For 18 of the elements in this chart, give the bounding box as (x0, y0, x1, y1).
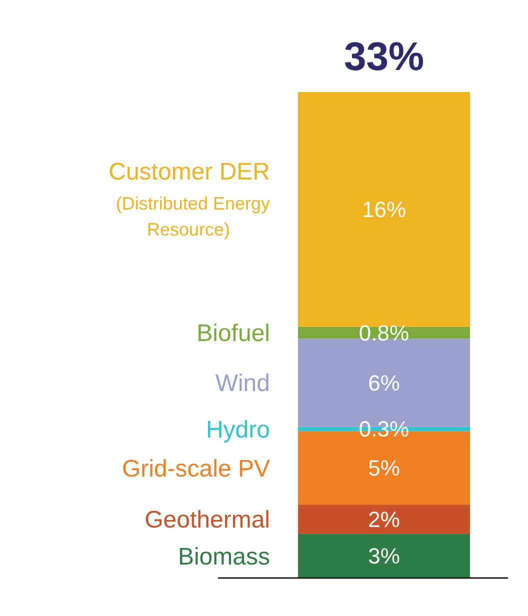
series-label: Hydro (206, 416, 270, 444)
series-label: Grid-scale PV (122, 455, 270, 482)
data-label: 3% (368, 544, 400, 569)
data-label: 16% (362, 197, 406, 222)
data-label: 0.8% (358, 320, 410, 346)
series-label: Geothermal (144, 506, 270, 534)
series-label: Biomass (178, 543, 270, 570)
data-label: 5% (368, 456, 400, 481)
bar (298, 534, 470, 578)
data-label: 6% (368, 370, 400, 396)
data-label: 0.3% (358, 416, 410, 442)
data-label: 2% (368, 506, 400, 532)
series-label: Wind (215, 370, 270, 398)
bar (298, 504, 470, 534)
total-label: 33% (344, 35, 424, 79)
bar (298, 92, 470, 327)
series-label: Biofuel (196, 320, 270, 348)
series-label: Customer DER (Distributed Energy Resource) (108, 158, 270, 240)
